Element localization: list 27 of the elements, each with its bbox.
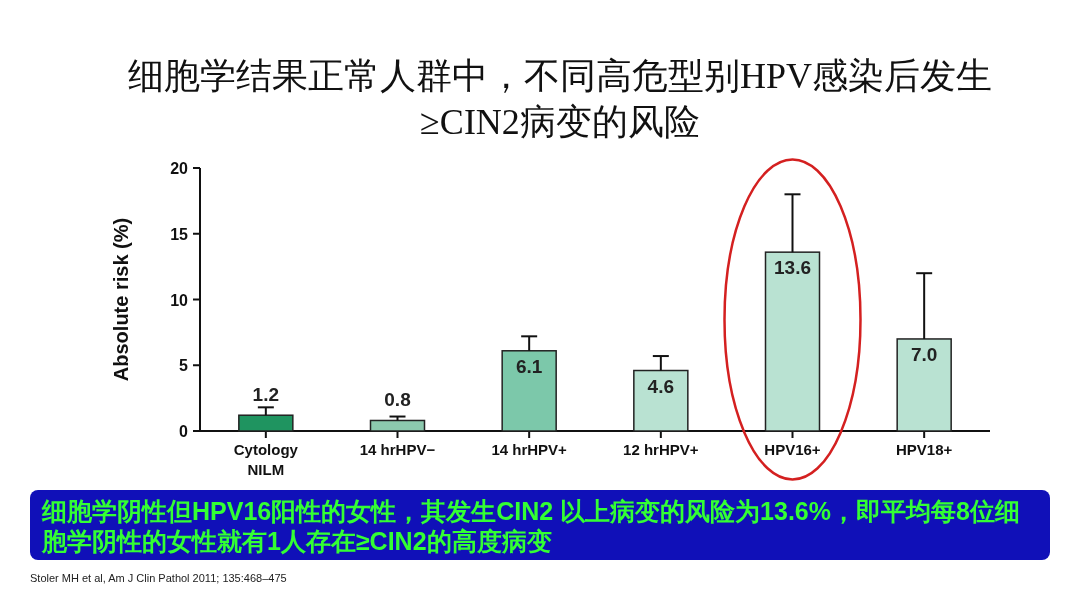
- y-tick-label: 5: [179, 357, 189, 375]
- data-label: 6.1: [515, 355, 543, 377]
- bar: [764, 251, 821, 432]
- x-tick-label: HPV18+: [896, 441, 953, 458]
- y-axis-title: Absolute risk (%): [110, 217, 132, 382]
- bar: [369, 419, 426, 432]
- data-label: 13.6: [774, 257, 811, 279]
- note-box: 细胞学阴性但HPV16阳性的女性，其发生CIN2 以上病变的风险为13.6%，即平均每8位细胞学阴性的女性就有1人存在≥CIN2的高度病变: [30, 490, 1050, 560]
- y-tick-label: 20: [170, 160, 189, 177]
- x-tick-label: 12 hrHPV+: [623, 441, 699, 458]
- bar: [896, 338, 952, 432]
- x-tick-label: 14 hrHPV+: [491, 441, 568, 458]
- y-tick-label: 10: [170, 291, 189, 309]
- bar: [238, 414, 294, 432]
- x-tick-label: 14 hrHPV−: [359, 441, 436, 458]
- bar: [633, 369, 689, 432]
- x-tick-label: Cytology NILM: [233, 441, 299, 478]
- data-label: 0.8: [384, 389, 411, 411]
- chart-title: 细胞学结果正常人群中，不同高危型别HPV感染后发生 ≥CIN2病变的风险: [127, 56, 993, 142]
- y-tick-label: 15: [170, 225, 189, 243]
- bar: [501, 350, 557, 432]
- x-tick-label: HPV16+: [764, 441, 821, 458]
- data-label: 7.0: [910, 343, 938, 365]
- text: Stoler MH et al, Am J Clin Pathol 2011; 135:468–475: [30, 572, 287, 584]
- data-label: 4.6: [647, 375, 675, 397]
- data-label: 1.2: [252, 384, 280, 406]
- y-tick-label: 0: [179, 423, 189, 440]
